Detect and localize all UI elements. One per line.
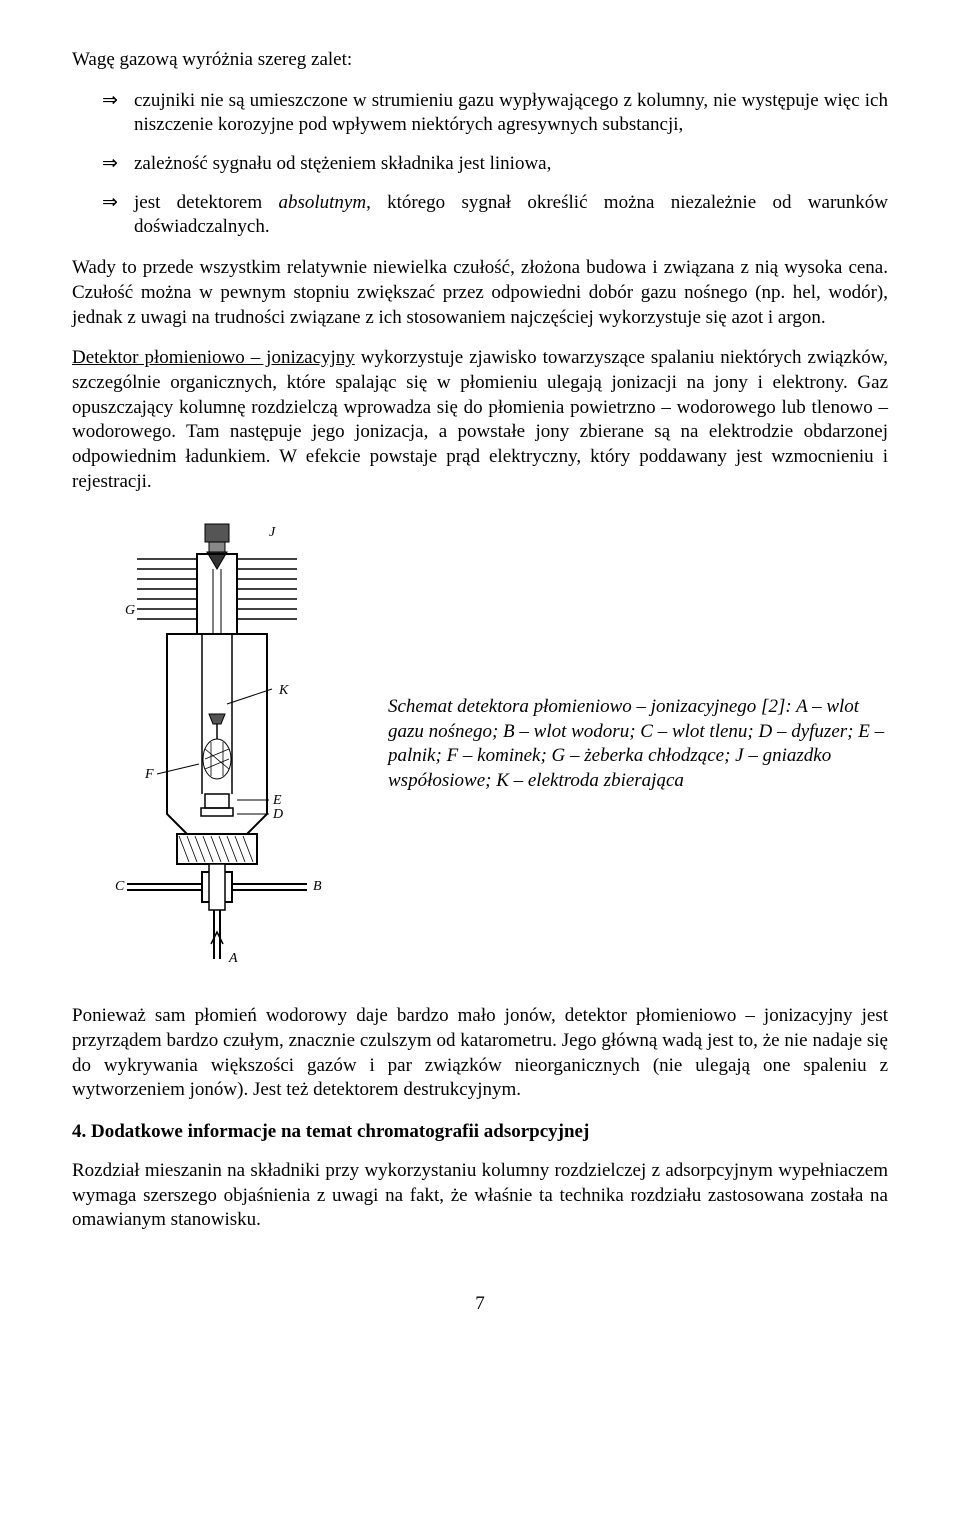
- figure-caption: Schemat detektora płomieniowo – jonizacy…: [352, 695, 888, 794]
- list-item-prefix: jest detektorem: [134, 192, 278, 213]
- page-number: 7: [72, 1293, 888, 1315]
- bullet-list: czujniki nie są umieszczone w strumieniu…: [72, 89, 888, 240]
- label-k: K: [278, 683, 289, 698]
- figure-row: J G K F E D C B A Schemat detektora płom…: [72, 514, 888, 974]
- detector-diagram: J G K F E D C B A: [72, 514, 352, 974]
- label-c: C: [115, 879, 125, 894]
- rozdzial-paragraph: Rozdział mieszanin na składniki przy wyk…: [72, 1159, 888, 1233]
- page: Wagę gazową wyróżnia szereg zalet: czujn…: [0, 0, 960, 1355]
- list-item: jest detektorem absolutnym, którego sygn…: [126, 191, 888, 240]
- section-heading-4: 4. Dodatkowe informacje na temat chromat…: [72, 1121, 888, 1143]
- label-g: G: [125, 603, 135, 618]
- detektor-rest: wykorzystuje zjawisko towarzyszące spala…: [72, 347, 888, 491]
- label-e: E: [272, 793, 282, 808]
- wady-paragraph: Wady to przede wszystkim relatywnie niew…: [72, 256, 888, 330]
- detektor-paragraph: Detektor płomieniowo – jonizacyjny wykor…: [72, 346, 888, 494]
- label-d: D: [272, 807, 283, 822]
- list-item: zależność sygnału od stężeniem składnika…: [126, 152, 888, 177]
- detektor-underline: Detektor płomieniowo – jonizacyjny: [72, 347, 355, 368]
- intro-paragraph: Wagę gazową wyróżnia szereg zalet:: [72, 48, 888, 73]
- label-f: F: [144, 767, 154, 782]
- label-j: J: [269, 525, 276, 540]
- detector-svg: J G K F E D C B A: [97, 514, 327, 974]
- label-a: A: [228, 951, 238, 966]
- label-b: B: [313, 879, 322, 894]
- list-item-italic: absolutnym: [278, 192, 366, 213]
- list-item: czujniki nie są umieszczone w strumieniu…: [126, 89, 888, 138]
- poniewaz-paragraph: Ponieważ sam płomień wodorowy daje bardz…: [72, 1004, 888, 1103]
